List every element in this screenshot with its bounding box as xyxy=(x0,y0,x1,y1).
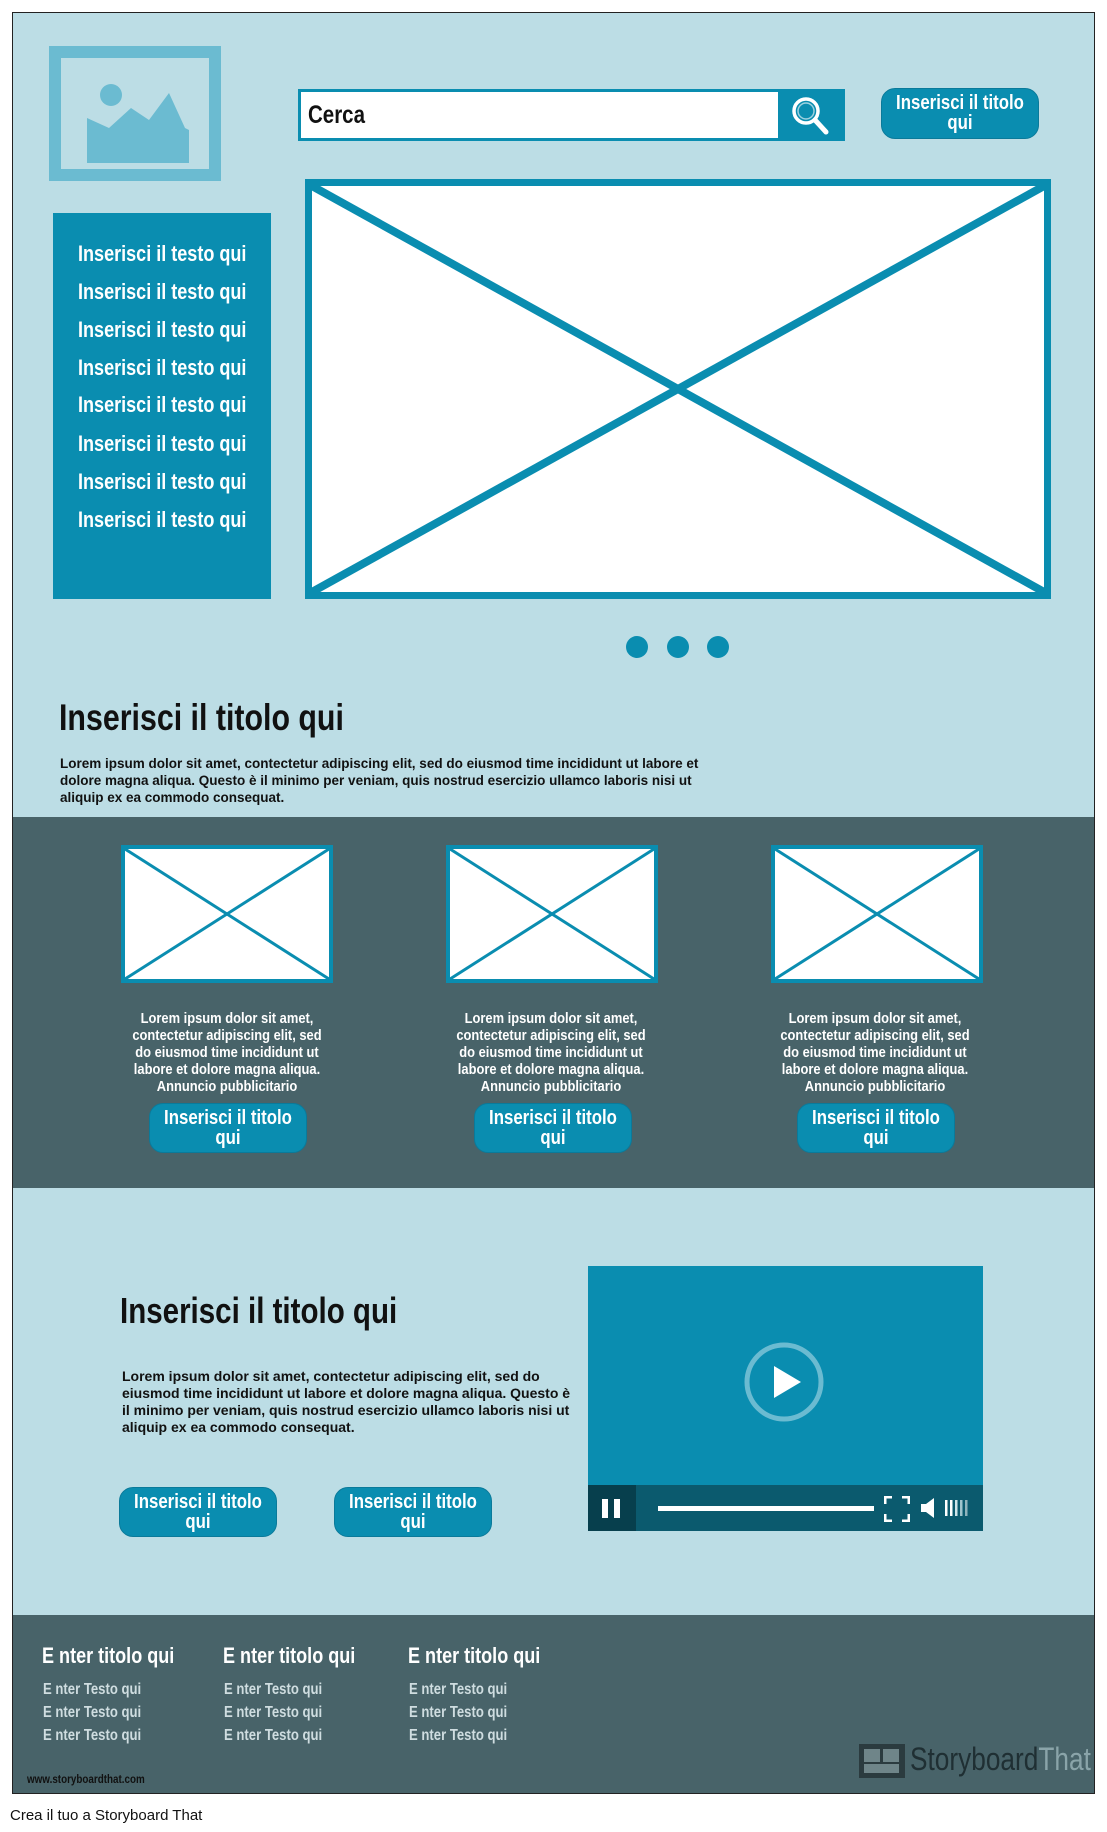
header-title-button-label: Inserisci il titolo qui xyxy=(896,92,1024,134)
card-button-3-label: Inserisci il titolo qui xyxy=(812,1107,940,1149)
sidebar-item-2[interactable]: Inserisci il testo qui xyxy=(78,279,247,304)
storyboard-logo-icon xyxy=(859,1744,905,1778)
hero-image-placeholder xyxy=(305,179,1051,599)
search-icon xyxy=(792,97,829,135)
page-frame: Cerca Inserisci il titolo qui Inserisci … xyxy=(12,12,1095,1794)
card-text-2: Lorem ipsum dolor sit amet, contectetur … xyxy=(436,1010,666,1095)
footer-link[interactable]: E nter Testo qui xyxy=(224,1727,323,1744)
intro-text: Lorem ipsum dolor sit amet, contectetur … xyxy=(60,756,699,805)
intro-title: Inserisci il titolo qui xyxy=(59,697,344,738)
feature-title: Inserisci il titolo qui xyxy=(120,1290,398,1331)
volume-icon[interactable] xyxy=(920,1497,940,1519)
carousel-dot-1[interactable] xyxy=(626,636,648,658)
footer-link[interactable]: E nter Testo qui xyxy=(409,1727,508,1744)
volume-level-icon[interactable] xyxy=(944,1497,972,1519)
video-controls xyxy=(588,1485,983,1531)
image-placeholder-icon xyxy=(774,847,980,981)
footer-link[interactable]: E nter Testo qui xyxy=(409,1704,508,1721)
footer-link[interactable]: E nter Testo qui xyxy=(409,1681,508,1698)
fullscreen-icon[interactable] xyxy=(884,1496,910,1522)
website-url[interactable]: www.storyboardthat.com xyxy=(27,1772,145,1786)
search-input[interactable]: Cerca xyxy=(298,89,835,141)
card-text-3: Lorem ipsum dolor sit amet, contectetur … xyxy=(760,1010,990,1095)
sidebar-item-4[interactable]: Inserisci il testo qui xyxy=(78,355,247,380)
sidebar-item-7[interactable]: Inserisci il testo qui xyxy=(78,469,247,494)
image-placeholder-icon xyxy=(449,847,655,981)
brand-name-light: That xyxy=(1038,1741,1091,1777)
footer-link[interactable]: E nter Testo qui xyxy=(224,1681,323,1698)
card-text-1: Lorem ipsum dolor sit amet, contectetur … xyxy=(112,1010,342,1095)
feature-text: Lorem ipsum dolor sit amet, contectetur … xyxy=(122,1368,571,1435)
card-button-3[interactable]: Inserisci il titolo qui xyxy=(797,1103,955,1153)
feature-button-1-label: Inserisci il titolo qui xyxy=(134,1491,262,1533)
card-button-2[interactable]: Inserisci il titolo qui xyxy=(474,1103,632,1153)
image-placeholder-icon xyxy=(124,847,330,981)
image-placeholder-icon xyxy=(310,182,1046,596)
video-player[interactable] xyxy=(588,1266,983,1531)
carousel-dot-3[interactable] xyxy=(707,636,729,658)
card-text-1-content: Lorem ipsum dolor sit amet, contectetur … xyxy=(132,1010,322,1095)
sidebar-item-1[interactable]: Inserisci il testo qui xyxy=(78,241,247,266)
footer: E nter titolo qui E nter Testo qui E nte… xyxy=(13,1615,1094,1793)
play-icon[interactable] xyxy=(743,1341,825,1423)
pause-button[interactable] xyxy=(588,1485,636,1531)
logo-placeholder xyxy=(49,46,221,181)
sidebar-menu: Inserisci il testo qui Inserisci il test… xyxy=(53,213,271,599)
card-button-1[interactable]: Inserisci il titolo qui xyxy=(149,1103,307,1153)
sidebar-item-5[interactable]: Inserisci il testo qui xyxy=(78,392,247,417)
pause-icon xyxy=(602,1499,620,1518)
cards-section: Lorem ipsum dolor sit amet, contectetur … xyxy=(13,817,1094,1188)
card-image-2 xyxy=(446,845,658,983)
footer-column-1-title: E nter titolo qui xyxy=(42,1643,175,1668)
sidebar-item-8[interactable]: Inserisci il testo qui xyxy=(78,507,247,532)
brand-name-dark: Storyboard xyxy=(910,1741,1039,1777)
search-placeholder: Cerca xyxy=(308,101,365,129)
header-title-button[interactable]: Inserisci il titolo qui xyxy=(881,88,1039,139)
footer-link[interactable]: E nter Testo qui xyxy=(43,1704,142,1721)
sidebar-item-6[interactable]: Inserisci il testo qui xyxy=(78,431,247,456)
search-button[interactable] xyxy=(778,89,845,141)
feature-button-2[interactable]: Inserisci il titolo qui xyxy=(334,1487,492,1537)
footer-column-2-title: E nter titolo qui xyxy=(223,1643,356,1668)
carousel-dot-2[interactable] xyxy=(667,636,689,658)
footer-link[interactable]: E nter Testo qui xyxy=(224,1704,323,1721)
image-icon xyxy=(87,84,189,163)
footer-link[interactable]: E nter Testo qui xyxy=(43,1727,142,1744)
video-progress-bar[interactable] xyxy=(658,1506,874,1511)
caption: Crea il tuo a Storyboard That xyxy=(10,1807,203,1824)
feature-button-2-label: Inserisci il titolo qui xyxy=(349,1491,477,1533)
card-button-2-label: Inserisci il titolo qui xyxy=(489,1107,617,1149)
footer-column-3-title: E nter titolo qui xyxy=(408,1643,541,1668)
card-text-2-content: Lorem ipsum dolor sit amet, contectetur … xyxy=(456,1010,646,1095)
feature-button-1[interactable]: Inserisci il titolo qui xyxy=(119,1487,277,1537)
card-text-3-content: Lorem ipsum dolor sit amet, contectetur … xyxy=(780,1010,970,1095)
footer-link[interactable]: E nter Testo qui xyxy=(43,1681,142,1698)
card-image-3 xyxy=(771,845,983,983)
card-button-1-label: Inserisci il titolo qui xyxy=(164,1107,292,1149)
sidebar-item-3[interactable]: Inserisci il testo qui xyxy=(78,317,247,342)
card-image-1 xyxy=(121,845,333,983)
